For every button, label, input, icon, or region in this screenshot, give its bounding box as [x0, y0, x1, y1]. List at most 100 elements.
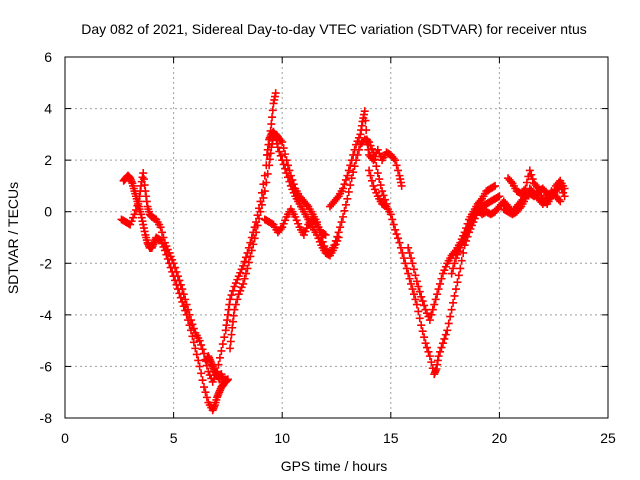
data-point	[172, 267, 181, 276]
data-point	[420, 333, 429, 342]
data-point	[202, 393, 211, 402]
data-point	[367, 176, 376, 185]
data-point	[334, 233, 343, 242]
data-point	[361, 116, 370, 125]
data-point	[350, 145, 359, 154]
data-point	[495, 192, 504, 201]
data-point	[402, 264, 411, 273]
data-point	[179, 290, 188, 299]
data-point	[279, 160, 288, 169]
data-point	[197, 340, 206, 349]
data-point	[440, 334, 449, 343]
y-tick-label: -6	[40, 358, 53, 374]
data-point	[365, 166, 374, 175]
data-point	[409, 265, 418, 274]
data-point	[373, 169, 382, 178]
data-point	[259, 193, 268, 202]
data-point	[420, 301, 429, 310]
data-point	[247, 246, 256, 255]
data-point	[239, 261, 248, 270]
data-point	[427, 310, 436, 319]
data-point	[185, 310, 194, 319]
data-point	[349, 150, 358, 159]
data-point	[453, 278, 462, 287]
data-point	[189, 324, 198, 333]
data-point	[450, 259, 459, 268]
data-point	[276, 151, 285, 160]
data-point	[246, 252, 255, 261]
data-point	[276, 224, 285, 233]
data-point	[321, 230, 330, 239]
data-point	[437, 343, 446, 352]
data-point	[278, 156, 287, 165]
data-point	[131, 205, 140, 214]
data-point	[260, 187, 269, 196]
data-point	[431, 295, 440, 304]
data-point	[528, 175, 537, 184]
data-point	[489, 182, 498, 191]
data-point	[392, 161, 401, 170]
data-point	[404, 243, 413, 252]
data-point	[457, 256, 466, 265]
data-point	[389, 220, 398, 229]
data-series	[262, 127, 343, 260]
data-point	[155, 235, 164, 244]
data-point	[344, 187, 353, 196]
data-point	[398, 248, 407, 257]
data-point	[372, 162, 381, 171]
data-point	[243, 264, 252, 273]
data-point	[273, 143, 282, 152]
data-point	[240, 274, 249, 283]
y-axis-label: SDTVAR / TECUs	[5, 182, 21, 294]
data-point	[195, 362, 204, 371]
data-point	[391, 156, 400, 165]
data-point	[388, 215, 397, 224]
data-point	[198, 376, 207, 385]
data-point	[320, 230, 329, 239]
data-point	[268, 113, 277, 122]
data-point	[283, 173, 292, 182]
data-point	[227, 330, 236, 339]
data-point	[343, 171, 352, 180]
y-tick-label: -8	[40, 410, 53, 426]
data-point	[386, 210, 395, 219]
data-point	[169, 259, 178, 268]
data-point	[375, 175, 384, 184]
data-point	[156, 223, 165, 232]
data-point	[252, 228, 261, 237]
data-point	[233, 295, 242, 304]
data-point	[405, 248, 414, 257]
plot-frame	[64, 56, 609, 419]
data-points	[117, 89, 569, 415]
data-point	[436, 347, 445, 356]
data-point	[456, 264, 465, 273]
x-tick-label: 5	[170, 430, 178, 446]
data-point	[344, 166, 353, 175]
data-point	[404, 269, 413, 278]
data-point	[311, 218, 320, 227]
data-point	[267, 120, 276, 129]
data-point	[278, 138, 287, 147]
data-point	[408, 259, 417, 268]
data-point	[223, 375, 232, 384]
data-point	[339, 184, 348, 193]
data-point	[418, 327, 427, 336]
data-point	[441, 330, 450, 339]
data-point	[285, 177, 294, 186]
data-point	[242, 253, 250, 262]
data-point	[522, 178, 531, 187]
y-tick-label: -2	[40, 255, 53, 271]
data-point	[428, 305, 437, 314]
x-tick-label: 0	[61, 430, 69, 446]
data-point	[220, 333, 229, 342]
data-point	[192, 350, 201, 359]
data-point	[392, 230, 401, 239]
data-point	[459, 248, 468, 257]
data-point	[350, 162, 359, 171]
data-point	[411, 295, 420, 304]
data-point	[339, 212, 348, 221]
data-point	[397, 181, 406, 190]
data-point	[240, 257, 249, 266]
data-point	[366, 171, 375, 180]
data-point	[302, 200, 311, 209]
